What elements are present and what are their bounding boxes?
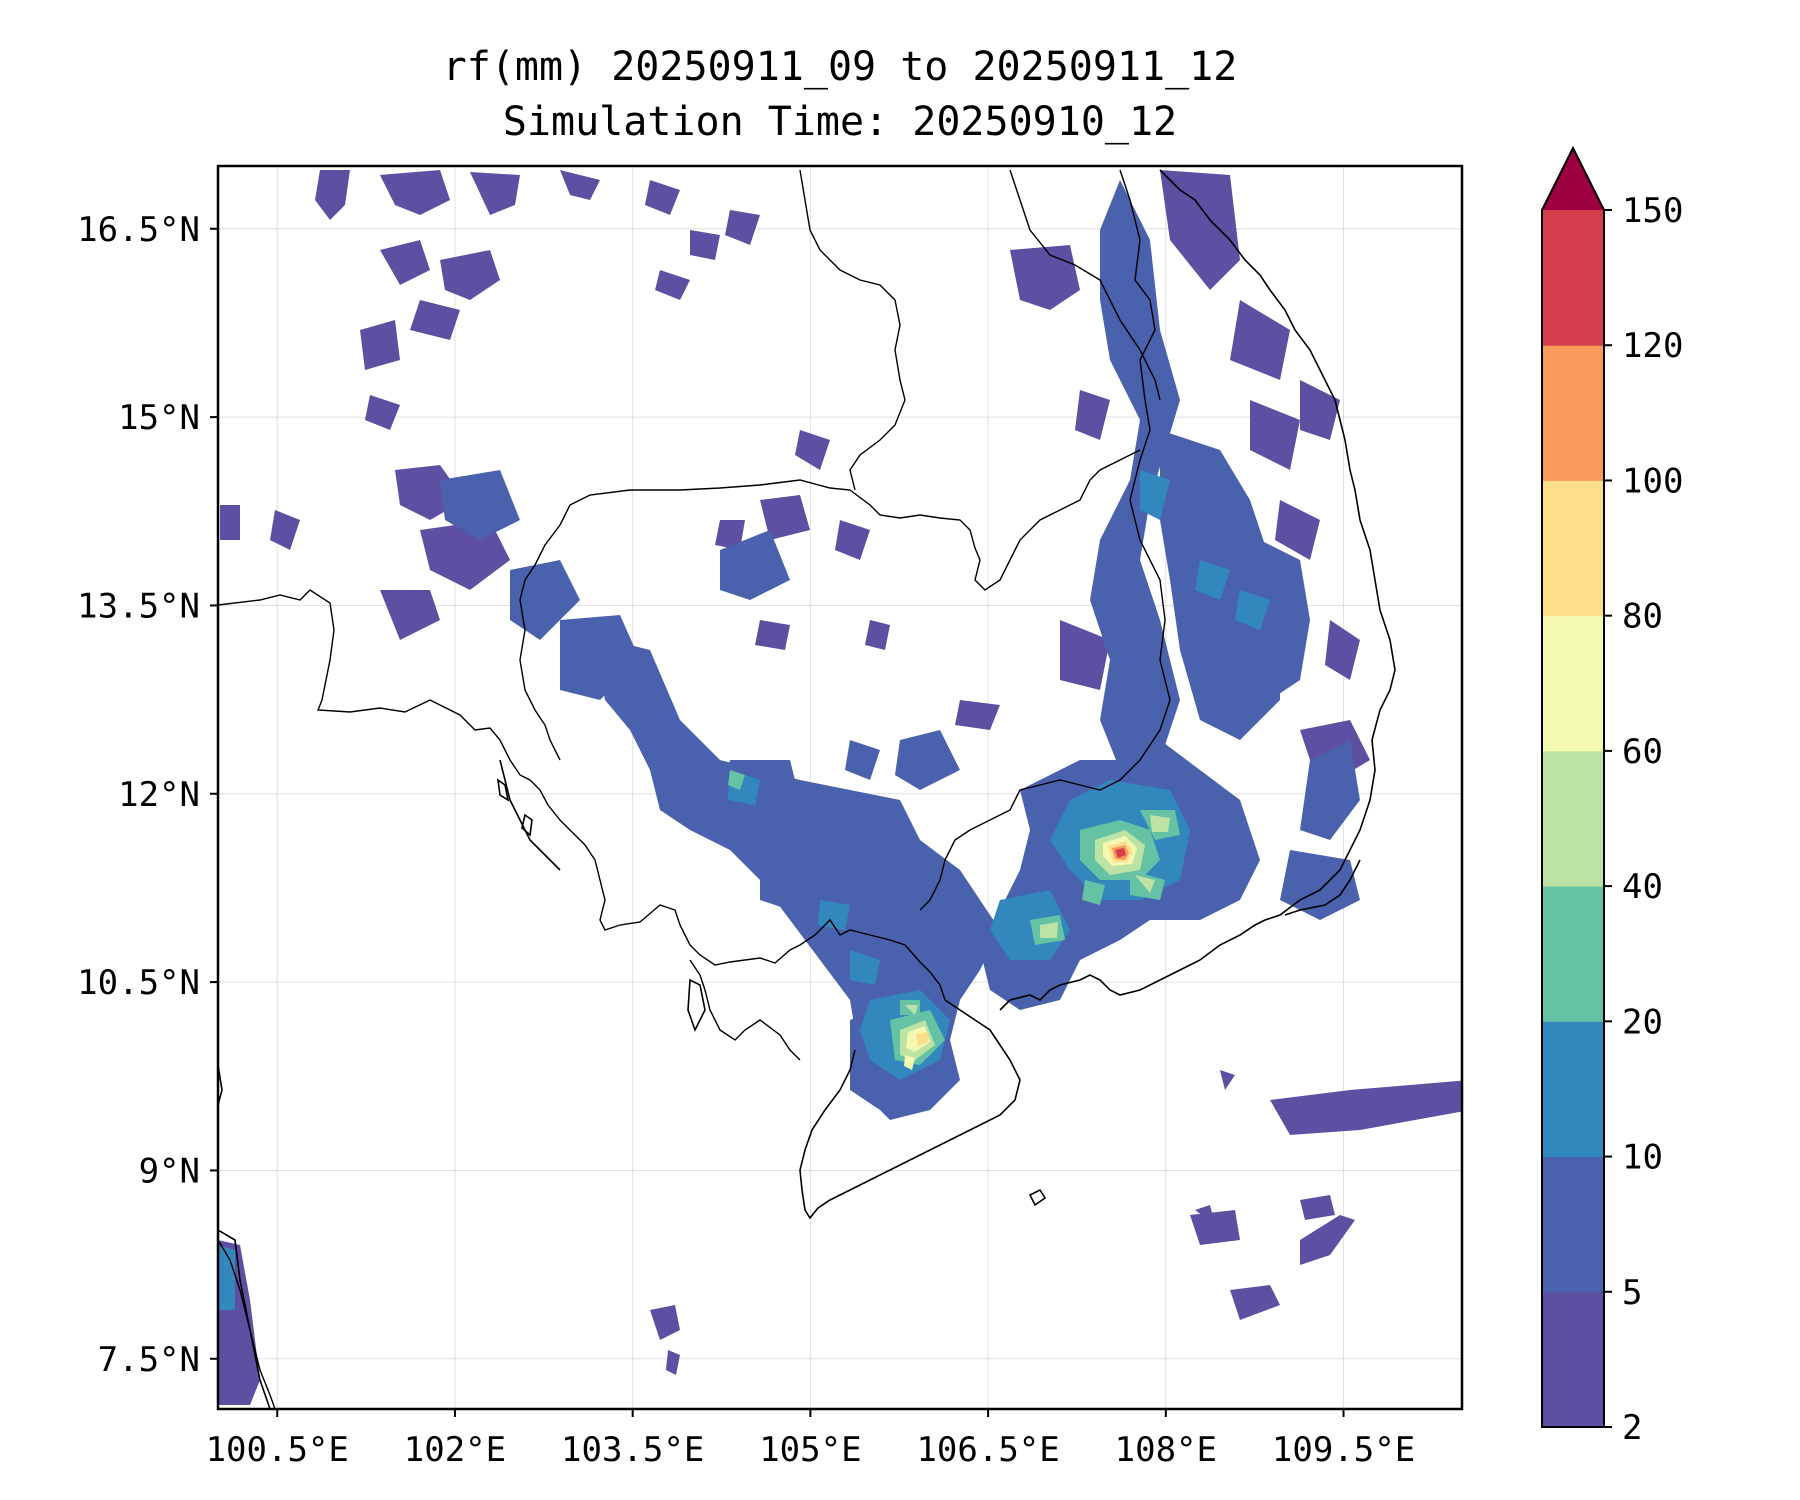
colorbar-label: 80 <box>1622 597 1663 637</box>
colorbar-segment <box>1542 1021 1604 1158</box>
colorbar-label: 150 <box>1622 191 1683 231</box>
colorbar-label: 60 <box>1622 732 1663 772</box>
colorbar-segment <box>1542 1156 1604 1293</box>
rainfall-level-2-5 <box>218 170 1462 1405</box>
colorbar: 2 5 10 20 40 60 80 100 120 150 <box>1541 145 1683 1448</box>
colorbar-segment <box>1542 750 1604 887</box>
x-tick-label: 106.5°E <box>916 1430 1059 1470</box>
x-tick-label: 102°E <box>404 1430 506 1470</box>
colorbar-extend-arrow <box>1542 148 1604 210</box>
coastlines-and-borders <box>218 169 1396 1409</box>
colorbar-segment <box>1542 1291 1604 1428</box>
y-tick-label: 7.5°N <box>98 1340 200 1380</box>
x-tick-label: 109.5°E <box>1272 1430 1415 1470</box>
y-tick-label: 13.5°N <box>77 586 200 626</box>
colorbar-label: 2 <box>1622 1408 1642 1448</box>
y-tick-label: 16.5°N <box>77 210 200 250</box>
colorbar-label: 20 <box>1622 1002 1663 1042</box>
colorbar-segment <box>1542 886 1604 1022</box>
colorbar-segment <box>1542 345 1604 481</box>
colorbar-label: 5 <box>1622 1273 1642 1313</box>
x-tick-label: 105°E <box>759 1430 861 1470</box>
x-tick-label: 108°E <box>1115 1430 1217 1470</box>
map-frame <box>216 164 1464 1411</box>
colorbar-label: 40 <box>1622 867 1663 907</box>
colorbar-segment <box>1542 480 1604 617</box>
chart-title: rf(mm) 20250911_09 to 20250911_12 <box>443 44 1238 90</box>
colorbar-segment <box>1542 210 1604 346</box>
y-tick-label: 10.5°N <box>77 963 200 1003</box>
chart-subtitle: Simulation Time: 20250910_12 <box>503 99 1177 145</box>
y-tick-label: 12°N <box>118 775 200 815</box>
rainfall-fields <box>218 170 1462 1405</box>
latitude-axis: 16.5°N 15°N 13.5°N 12°N 10.5°N 9°N 7.5°N <box>77 210 218 1380</box>
map-area <box>218 166 1462 1409</box>
x-tick-label: 100.5°E <box>206 1430 349 1470</box>
longitude-axis: 100.5°E 102°E 103.5°E 105°E 106.5°E 108°E 109.… <box>206 1409 1415 1470</box>
x-tick-label: 103.5°E <box>561 1430 704 1470</box>
rainfall-level-100-150 <box>1112 845 1129 860</box>
colorbar-label: 120 <box>1622 326 1683 366</box>
y-tick-label: 9°N <box>139 1151 200 1191</box>
colorbar-segment <box>1542 615 1604 752</box>
colorbar-label: 10 <box>1622 1138 1663 1178</box>
colorbar-outline <box>1541 145 1605 1428</box>
colorbar-label: 100 <box>1622 461 1683 501</box>
y-tick-label: 15°N <box>118 398 200 438</box>
